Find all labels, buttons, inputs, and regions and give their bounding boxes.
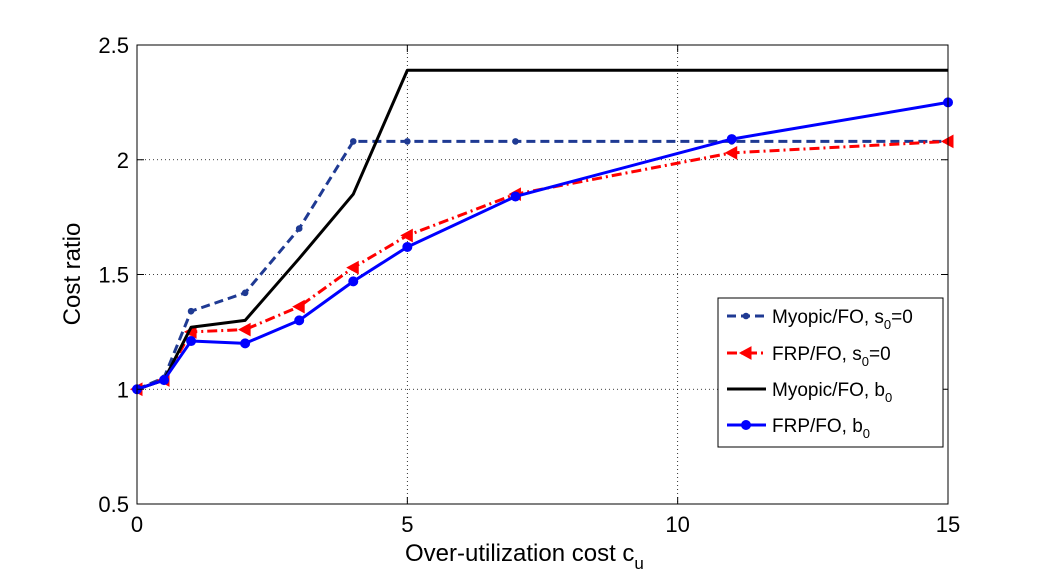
legend-entry-2-label: FRP/FO, s0=0: [772, 344, 891, 369]
legend-entry-3-label: Myopic/FO, b0: [772, 380, 892, 405]
legend-entry-4-label-main: FRP/FO, b: [772, 416, 863, 437]
legend-entry-3: Myopic/FO, b0: [727, 380, 892, 405]
x-tick-label: 15: [936, 512, 960, 537]
series-4-line: [136, 100, 949, 391]
ticks: 0 5 10 15 0.5 1 1.5 2 2.5: [98, 33, 960, 537]
y-tick-label: 1: [117, 377, 129, 402]
y-tick-label: 2: [117, 148, 129, 173]
legend-entry-4-point: [741, 420, 751, 430]
legend-entry-4-label-subscript: 0: [863, 426, 870, 441]
series-2-point: [724, 146, 738, 160]
series-4-point: [159, 375, 170, 386]
series-3: [136, 68, 948, 391]
y-tick-label: 1.5: [98, 263, 129, 288]
series-3-line: [136, 68, 948, 391]
series-2-point: [400, 228, 413, 243]
legend-entry-1-point: [742, 312, 750, 320]
x-axis-label: Over-utilization cost cu: [405, 540, 644, 573]
series-4-point: [726, 134, 737, 145]
series-4-point: [240, 338, 251, 349]
series-2-line: [136, 139, 949, 391]
series-4-point: [402, 241, 413, 252]
legend-entry-2-point: [738, 346, 752, 360]
legend-entry-2-label-suffix: =0: [869, 344, 891, 365]
legend-entry-1-label-subscript: 0: [884, 317, 891, 332]
series-4-point: [294, 315, 305, 326]
legend-entry-1-label-suffix: =0: [891, 307, 913, 328]
legend-entry-1-label-main: Myopic/FO, s: [772, 307, 884, 328]
series-1-point: [349, 138, 357, 145]
series-2-point: [238, 322, 251, 337]
series-1-point: [512, 138, 519, 145]
x-axis-label-main: Over-utilization cost c: [405, 540, 634, 567]
series-4-point: [510, 191, 521, 202]
legend-entry-4-label: FRP/FO, b0: [772, 416, 870, 441]
x-tick-label: 5: [401, 512, 413, 537]
series-1-point: [241, 289, 249, 297]
series-2-point: [346, 260, 359, 275]
legend-entry-2: FRP/FO, s0=0: [727, 344, 891, 369]
series-1-point: [187, 307, 195, 315]
y-tick-label: 2.5: [98, 33, 129, 58]
series-1-point: [404, 138, 411, 145]
series-4: [132, 97, 953, 395]
legend-entry-1-label: Myopic/FO, s0=0: [772, 307, 913, 332]
x-tick-label: 10: [665, 512, 689, 537]
legend-entry-2-label-main: FRP/FO, s: [772, 344, 862, 365]
y-axis-label: Cost ratio: [59, 223, 86, 326]
legend-entry-4: FRP/FO, b0: [727, 416, 870, 441]
legend-entry-3-label-subscript: 0: [885, 390, 892, 405]
legend-entry-3-label-main: Myopic/FO, b: [772, 380, 885, 401]
series-4-point: [348, 276, 359, 287]
series-layer: [129, 68, 954, 397]
x-axis-label-subscript: u: [634, 554, 643, 573]
legend-entry-1: Myopic/FO, s0=0: [727, 307, 913, 332]
x-tick-label: 0: [131, 512, 143, 537]
y-tick-label: 0.5: [98, 492, 129, 517]
legend-entry-2-label-subscript: 0: [862, 354, 869, 369]
series-1-point: [295, 225, 303, 232]
grid: [137, 45, 948, 504]
series-2-point: [292, 299, 305, 314]
legend-box: [717, 297, 944, 448]
series-4-point: [186, 336, 197, 347]
